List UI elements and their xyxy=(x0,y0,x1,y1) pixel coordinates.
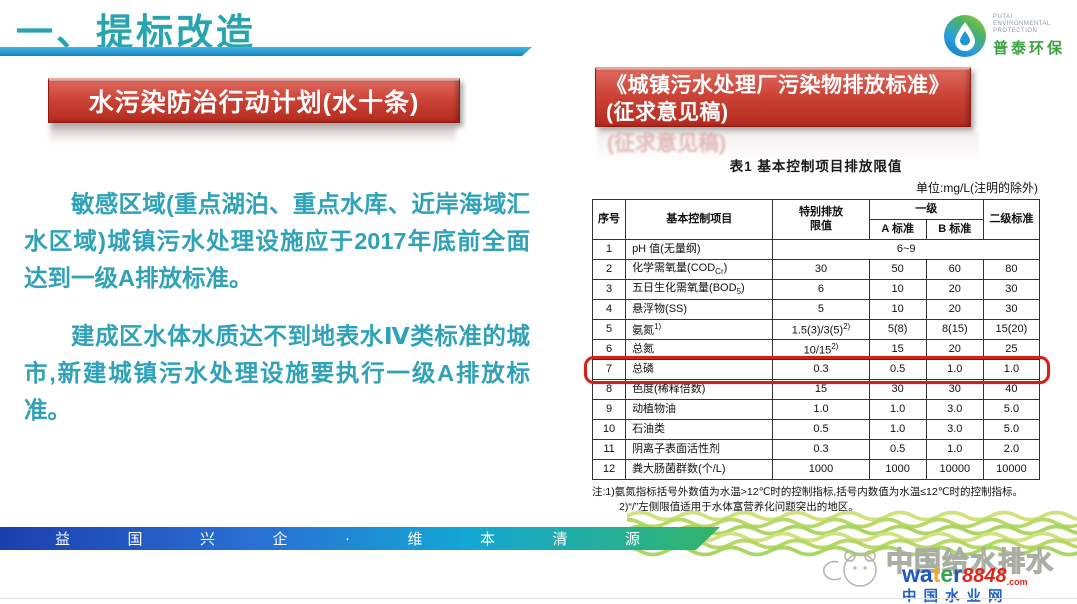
banner-discharge-standard-line2: (征求意见稿) xyxy=(606,101,729,124)
slogan-char: 清 xyxy=(552,531,568,548)
company-name-en-line: ENVIRONMENTAL xyxy=(992,21,1051,27)
table-notes: 注:1)氨氮指标括号外数值为水温>12℃时的控制指标,括号内数值为水温≤12℃时… xyxy=(592,485,1040,515)
table-row: 8 色度(稀释倍数) 15 30 30 40 xyxy=(591,379,1041,400)
footer-slogan: 益 国 兴 企 · 维 本 清 源 xyxy=(55,527,640,550)
body-paragraph: 建成区水体水质达不到地表水Ⅳ类标准的城市,新建城镇污水处理设施要执行一级A排放标… xyxy=(24,323,530,423)
limits-table-body: 1 pH 值(无量纲) 6~9 2 化学需氧量(CODCr) 30 50 60 80 3 五日生化需… xyxy=(591,239,1041,480)
col-header-special: 特别排放限值 xyxy=(772,199,870,240)
watermark-title: 中国给水排水 xyxy=(885,546,1054,577)
slogan-char: 源 xyxy=(624,531,640,548)
table-row: 2 化学需氧量(CODCr) 30 50 60 80 xyxy=(591,259,1041,280)
watermark-brand-tld: .com xyxy=(1006,577,1028,587)
company-logo: PUTAI ENVIRONMENTAL PROTECTION 普泰环保 xyxy=(943,14,1065,58)
company-logo-text: PUTAI ENVIRONMENTAL PROTECTION 普泰环保 xyxy=(993,14,1065,58)
table-row: 12 粪大肠菌群数(个/L) 1000 1000 10000 10000 xyxy=(591,459,1041,480)
table-row: 5 氨氮1) 1.5(3)/3(5)2) 5(8) 8(15) 15(20) xyxy=(591,319,1041,340)
company-name-en-line: PROTECTION xyxy=(992,28,1038,34)
company-name-en-line: PUTAI xyxy=(992,14,1013,20)
table-row: 4 悬浮物(SS) 5 10 20 30 xyxy=(591,299,1041,320)
banner-discharge-standard: 《城镇污水处理厂污染物排放标准》 (征求意见稿) xyxy=(595,67,971,127)
banner-reflection-text: (征求意见稿) xyxy=(607,132,726,155)
table-note-line: 注:1)氨氮指标括号外数值为水温>12℃时的控制指标,括号内数值为水温≤12℃时… xyxy=(592,486,1024,498)
table-unit-note: 单位:mg/L(注明的除外) xyxy=(915,181,1038,195)
watermark-brand-word: water xyxy=(902,561,962,587)
panda-logo-icon xyxy=(823,550,877,587)
bottom-hairline xyxy=(0,598,1077,599)
col-header-a-standard: A 标准 xyxy=(868,219,927,240)
table-note-line: 2)“/”左侧限值适用于水体富营养化问题突出的地区。 xyxy=(619,501,859,513)
page-title: 一、提标改造 xyxy=(16,12,256,53)
body-text: 敏感区域(重点湖泊、重点水库、近岸海域汇水区域)城镇污水处理设施应于2017年底… xyxy=(24,186,530,450)
brand-letter: t xyxy=(932,561,941,587)
table-row: 11 阴离子表面活性剂 0.3 0.5 1.0 2.0 xyxy=(591,439,1041,460)
limits-table: 序号 基本控制项目 特别排放限值 一级 二级标准 A 标准 B 标准 1 pH 值… xyxy=(591,199,1041,480)
col-header-level1: 一级 xyxy=(868,199,984,220)
footer-slogan-bar: 益 国 兴 企 · 维 本 清 源 xyxy=(0,527,720,550)
slogan-char: 本 xyxy=(479,531,495,548)
slogan-char: · xyxy=(345,530,350,547)
col-header-b-standard: B 标准 xyxy=(925,219,984,240)
table-row: 6 总氮 10/152) 15 20 25 xyxy=(591,339,1041,360)
title-underline-bar xyxy=(0,47,532,56)
slogan-char: 益 xyxy=(55,531,71,548)
brand-letter: e xyxy=(940,561,954,587)
watermark: 中国给水排水 water8848.com 中国水业网 xyxy=(885,540,1077,604)
slogan-char: 兴 xyxy=(200,531,216,548)
water-drop-icon xyxy=(943,15,986,57)
table-row: 1 pH 值(无量纲) 6~9 xyxy=(591,239,1040,260)
company-name-cn: 普泰环保 xyxy=(992,40,1065,57)
watermark-brand-number: 8848 xyxy=(962,565,1007,587)
table-row: 3 五日生化需氧量(BOD5) 6 10 20 30 xyxy=(591,279,1041,300)
slogan-char: 维 xyxy=(407,531,423,548)
banner-left-reflection xyxy=(50,126,456,143)
company-name-en: PUTAI ENVIRONMENTAL PROTECTION xyxy=(993,14,1065,35)
table-wrap: 序号 基本控制项目 特别排放限值 一级 二级标准 A 标准 B 标准 1 pH 值… xyxy=(584,199,1050,480)
table-row: 9 动植物油 1.0 1.0 3.0 5.0 xyxy=(591,399,1041,420)
body-paragraph: 敏感区域(重点湖泊、重点水库、近岸海域汇水区域)城镇污水处理设施应于2017年底… xyxy=(24,191,530,291)
col-header-no: 序号 xyxy=(591,199,627,240)
slogan-char: 国 xyxy=(127,531,143,548)
watermark-site-name: 中国水业网 xyxy=(902,589,1010,604)
table-row: 10 石油类 0.5 1.0 3.0 5.0 xyxy=(591,419,1041,440)
limits-table-block: 表1 基本控制项目排放限值 单位:mg/L(注明的除外) 序号 基本控制项目 特… xyxy=(584,155,1050,515)
table-title: 表1 基本控制项目排放限值 xyxy=(729,159,903,174)
col-header-item: 基本控制项目 xyxy=(625,199,774,240)
banner-right-reflection: (征求意见稿) xyxy=(597,132,979,160)
col-header-secondary: 二级标准 xyxy=(982,199,1041,240)
slogan-char: 企 xyxy=(272,531,288,548)
brand-letter: r xyxy=(953,561,963,587)
watermark-brand: water8848.com xyxy=(902,561,1028,588)
wave-decoration xyxy=(627,510,1077,557)
banner-water-ten-plan: 水污染防治行动计划(水十条) xyxy=(48,78,460,123)
table-row: 7 总磷 0.3 0.5 1.0 1.0 xyxy=(591,359,1041,380)
banner-discharge-standard-line1: 《城镇污水处理厂污染物排放标准》 xyxy=(606,74,950,97)
brand-letter: w xyxy=(902,561,920,587)
brand-letter: a xyxy=(919,561,933,587)
